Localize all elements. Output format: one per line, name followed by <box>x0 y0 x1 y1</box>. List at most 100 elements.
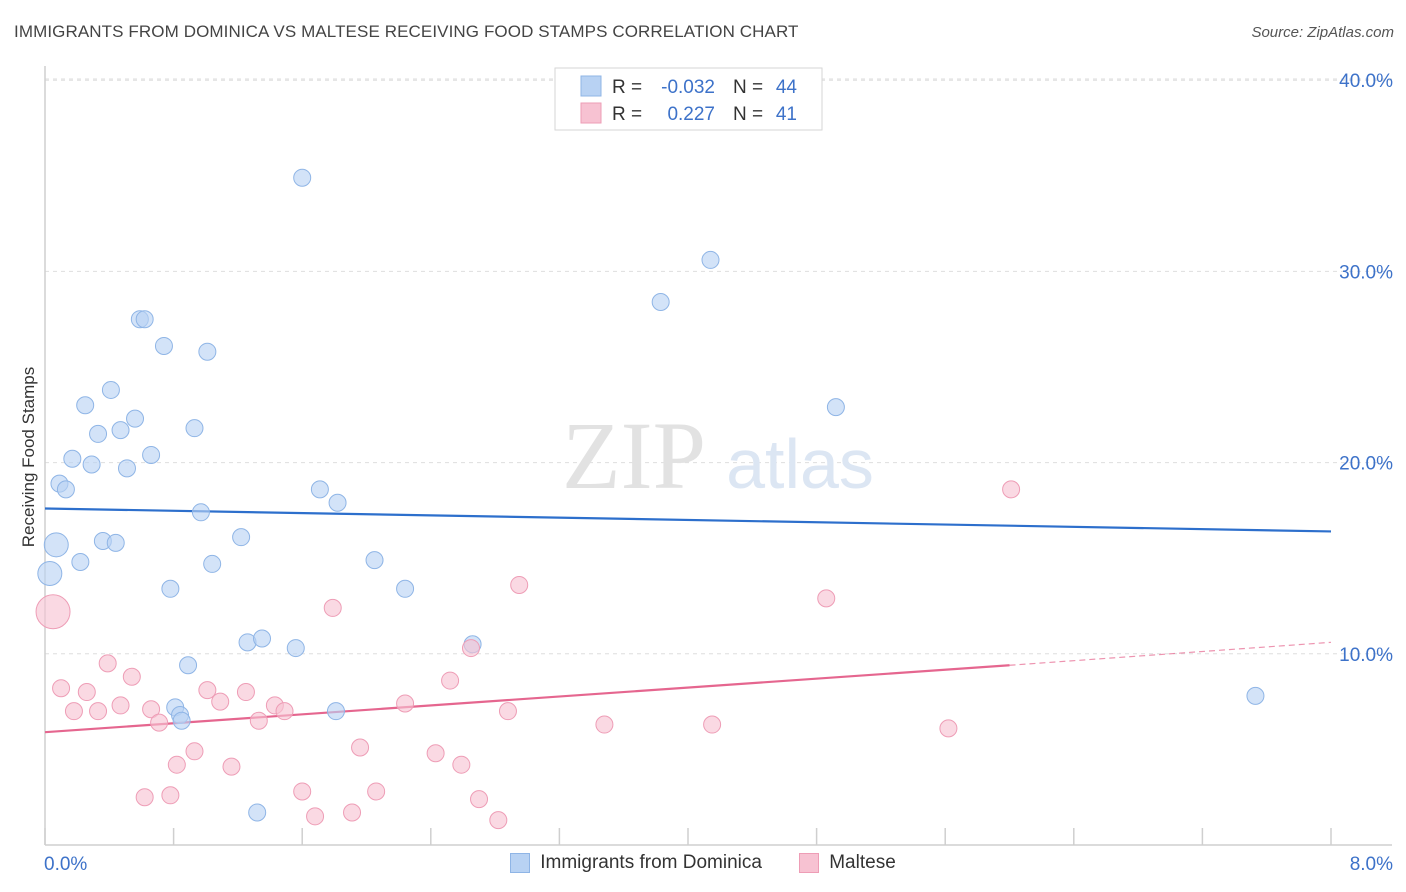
point-dominica <box>326 702 345 721</box>
point-dominica <box>76 396 95 415</box>
point-maltese <box>1002 480 1021 499</box>
gridlines <box>45 78 1392 655</box>
y-tick-label: 40.0% <box>1339 71 1393 92</box>
point-dominica <box>248 803 267 822</box>
source-label: Source: ZipAtlas.com <box>1251 24 1394 41</box>
point-dominica <box>1246 686 1265 705</box>
series-legend-dominica: Immigrants from Dominica <box>510 852 762 874</box>
watermark-atlas: atlas <box>726 425 874 503</box>
point-dominica <box>293 168 312 187</box>
point-dominica <box>396 579 415 598</box>
point-maltese <box>64 702 83 721</box>
point-dominica <box>198 342 217 361</box>
point-dominica <box>111 421 130 440</box>
series-swatch-dominica <box>510 853 531 873</box>
x-tick-label: 8.0% <box>1350 854 1393 875</box>
point-maltese <box>817 589 836 608</box>
series-label-dominica: Immigrants from Dominica <box>540 852 762 873</box>
point-maltese <box>939 719 958 738</box>
series-label-maltese: Maltese <box>829 852 896 873</box>
point-maltese <box>323 598 342 617</box>
point-maltese <box>150 713 169 732</box>
point-maltese <box>52 679 71 698</box>
point-dominica <box>82 455 101 474</box>
legend-n-label-maltese: N = <box>733 104 763 125</box>
point-dominica <box>310 480 329 499</box>
trend-line-dominica <box>44 507 1332 533</box>
point-maltese <box>510 575 529 594</box>
y-axis-label: Receiving Food Stamps <box>19 367 38 547</box>
point-dominica <box>101 380 120 399</box>
point-maltese <box>396 694 415 713</box>
legend-swatch-dominica <box>580 75 602 97</box>
point-maltese <box>167 755 186 774</box>
legend-r-value-maltese: 0.227 <box>667 104 715 125</box>
point-dominica <box>701 250 720 269</box>
point-dominica <box>161 579 180 598</box>
point-dominica <box>63 449 82 468</box>
point-maltese <box>306 807 325 826</box>
point-maltese <box>461 639 480 658</box>
point-maltese <box>211 692 230 711</box>
point-maltese <box>222 757 241 776</box>
point-dominica <box>56 480 75 499</box>
legend-n-value-maltese: 41 <box>776 104 797 125</box>
point-maltese <box>367 782 386 801</box>
y-tick-labels: 10.0% 20.0% 30.0% 40.0% <box>1339 71 1393 666</box>
legend-r-label-maltese: R = <box>612 104 642 125</box>
legend-n-label-dominica: N = <box>733 77 763 98</box>
point-dominica <box>126 409 145 428</box>
point-maltese <box>161 786 180 805</box>
watermark: ZIP atlas <box>562 402 874 509</box>
y-tick-label: 30.0% <box>1339 262 1393 283</box>
point-dominica <box>286 639 305 658</box>
point-maltese <box>470 790 489 809</box>
x-tick-label: 0.0% <box>44 854 87 875</box>
point-maltese <box>89 702 108 721</box>
trend-line-maltese-extension <box>1009 641 1332 666</box>
data-points <box>35 168 1265 830</box>
point-dominica <box>185 419 204 438</box>
trend-lines <box>44 507 1332 734</box>
point-maltese <box>142 700 161 719</box>
point-maltese <box>452 755 471 774</box>
stats-legend: R = -0.032 N = 44 R = 0.227 N = 41 <box>554 67 823 131</box>
point-dominica <box>253 629 272 648</box>
point-maltese <box>198 681 217 700</box>
point-maltese <box>98 654 117 673</box>
point-dominica <box>154 336 173 355</box>
point-maltese <box>498 702 517 721</box>
point-dominica <box>191 503 210 522</box>
point-maltese <box>703 715 722 734</box>
axes <box>44 66 1392 846</box>
series-legend-maltese: Maltese <box>799 852 896 874</box>
point-maltese <box>426 744 445 763</box>
point-dominica <box>71 553 90 572</box>
chart-title: IMMIGRANTS FROM DOMINICA VS MALTESE RECE… <box>14 22 799 41</box>
point-maltese <box>595 715 614 734</box>
point-maltese <box>343 803 362 822</box>
legend-r-label-dominica: R = <box>612 77 642 98</box>
trend-line-maltese <box>44 664 1010 734</box>
point-maltese <box>275 702 294 721</box>
point-dominica <box>179 656 198 675</box>
point-dominica <box>135 310 154 329</box>
x-tick-labels: 0.0% 8.0% <box>44 854 1393 875</box>
legend-r-value-dominica: -0.032 <box>661 77 715 98</box>
point-dominica <box>89 424 108 443</box>
point-dominica <box>826 398 845 417</box>
point-maltese <box>236 683 255 702</box>
point-dominica <box>651 292 670 311</box>
point-dominica <box>203 554 222 573</box>
point-maltese <box>441 671 460 690</box>
point-maltese <box>489 811 508 830</box>
point-maltese <box>185 742 204 761</box>
series-swatch-maltese <box>799 853 820 873</box>
point-dominica <box>142 445 161 464</box>
point-maltese <box>293 782 312 801</box>
y-tick-label: 10.0% <box>1339 645 1393 666</box>
point-dominica <box>365 551 384 570</box>
point-dominica <box>43 532 69 558</box>
legend-n-value-dominica: 44 <box>776 77 798 98</box>
